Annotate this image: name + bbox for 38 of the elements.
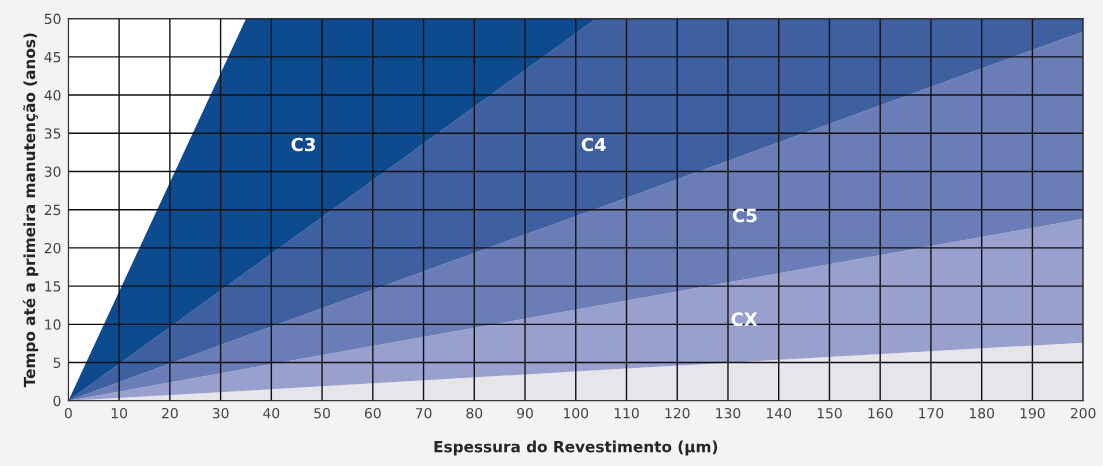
x-tick-label: 200 [1070, 407, 1096, 419]
x-tick-label: 180 [969, 407, 994, 419]
x-tick-label: 110 [614, 407, 639, 419]
x-tick-label: 70 [415, 407, 432, 419]
y-tick-label: 15 [45, 281, 61, 292]
y-tick-label: 20 [44, 242, 61, 254]
x-tick-label: 130 [716, 407, 741, 419]
y-tick-label: 0 [53, 395, 61, 407]
series-label: C4 [581, 137, 606, 152]
series-label: CX [731, 312, 758, 326]
x-tick-label: 90 [517, 407, 533, 419]
x-tick-label: 30 [212, 407, 229, 419]
x-tick-label: 140 [766, 407, 792, 419]
x-tick-label: 20 [162, 407, 178, 419]
x-tick-label: 190 [1020, 407, 1045, 419]
x-tick-label: 150 [817, 407, 842, 419]
x-tick-label: 40 [263, 407, 280, 419]
x-tick-label: 120 [665, 407, 690, 419]
x-tick-label: 50 [314, 407, 330, 419]
x-tick-label: 0 [64, 407, 72, 419]
x-tick-label: 80 [466, 407, 483, 419]
series-label: C5 [732, 208, 757, 223]
x-tick-label: 170 [919, 407, 944, 419]
y-tick-label: 5 [53, 357, 61, 369]
x-tick-label: 10 [111, 407, 128, 419]
x-tick-label: 60 [364, 407, 381, 419]
x-tick-label: 100 [564, 407, 589, 419]
series-label: C3 [291, 137, 315, 152]
y-tick-label: 45 [44, 52, 61, 63]
y-tick-label: 50 [44, 13, 61, 25]
y-tick-label: 30 [44, 166, 61, 177]
y-tick-label: 35 [44, 128, 61, 139]
y-tick-label: 40 [44, 90, 61, 101]
y-tick-label: 25 [44, 204, 61, 216]
x-axis-title: Espessura do Revestimento (µm) [434, 440, 718, 456]
y-tick-label: 10 [45, 319, 61, 330]
x-tick-label: 160 [868, 407, 893, 419]
y-axis-title: Tempo até a primeira manutenção (anos) [22, 33, 39, 388]
